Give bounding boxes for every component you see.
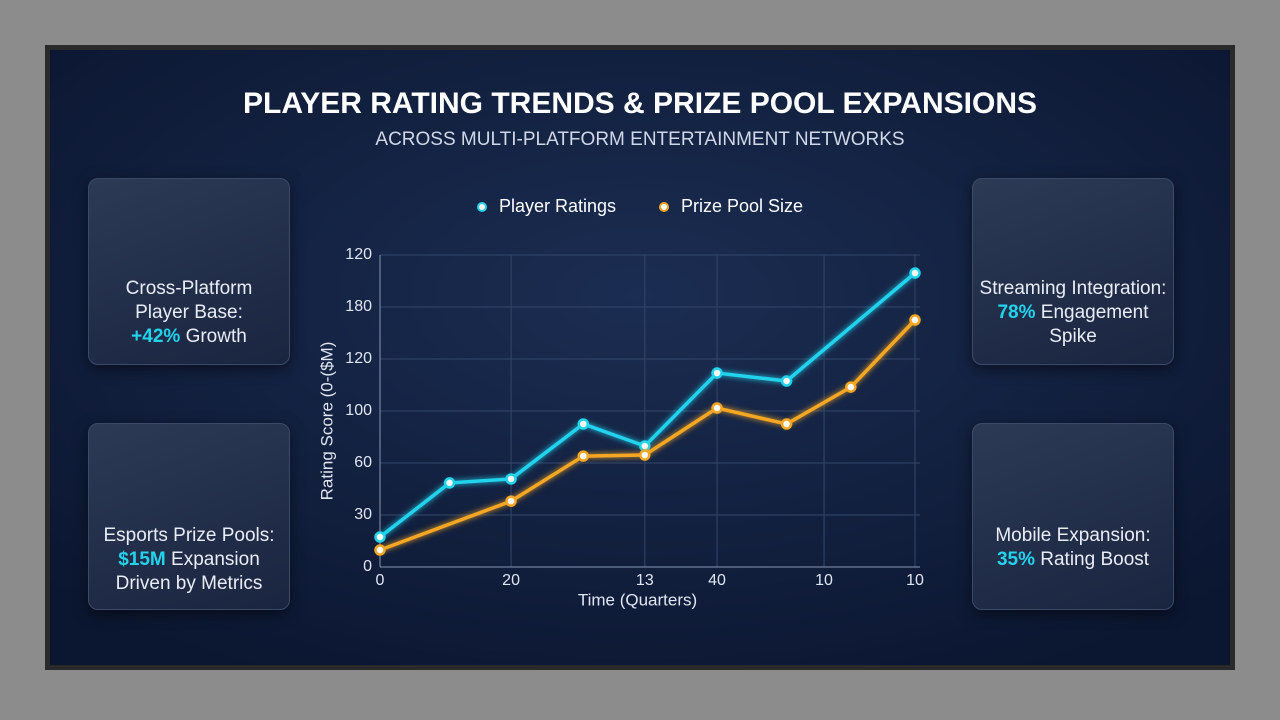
subtitle: ACROSS MULTI-PLATFORM ENTERTAINMENT NETW… [375,129,904,150]
legend-label: Prize Pool Size [681,196,803,216]
data-point [780,375,793,387]
y-tick-label: 120 [345,246,372,263]
data-point [909,267,921,279]
y-axis-label: Rating Score (0-($M) [317,342,336,501]
x-tick-label: 40 [708,572,726,589]
y-tick-label: 120 [345,350,372,367]
data-point [505,473,517,485]
legend-swatch [659,202,669,212]
data-point [443,477,456,489]
card-text: Engagement Spike [1040,302,1149,347]
card-highlight: +42% [131,326,181,347]
card-highlight: 78% [997,302,1036,323]
data-point [505,495,517,507]
card-highlight: $15M [118,549,166,570]
stat-card: Esports Prize Pools: $15M Expansion Drive… [88,423,290,610]
data-point [845,381,857,393]
x-tick-label: 20 [502,572,520,589]
legend-label: Player Ratings [499,196,616,216]
data-point [909,314,921,326]
y-tick-label: 180 [345,298,372,315]
card-text: Cross-Platform Player Base: [125,278,253,323]
y-tick-label: 100 [345,402,372,419]
y-tick-label: 60 [354,454,372,471]
stat-card: Mobile Expansion: 35% Rating Boost [972,423,1174,610]
data-point [374,544,386,556]
card-text: Expansion Driven by Metrics [115,549,263,594]
data-point [639,449,651,461]
card-highlight: 35% [996,549,1035,570]
data-point [780,418,793,430]
series-line [379,318,917,552]
series-line [378,271,917,539]
stat-card: Cross-Platform Player Base: +42% Growth [88,178,290,365]
x-tick-label: 0 [376,572,385,589]
card-text: Mobile Expansion: [995,525,1151,546]
title: PLAYER RATING TRENDS & PRIZE POOL EXPANS… [243,87,1037,120]
data-point [711,402,723,414]
card-text: Streaming Integration: [979,278,1167,299]
y-tick-label: 0 [363,558,372,575]
legend-swatch [477,202,487,212]
x-tick-label: 10 [906,572,924,589]
data-point [374,531,386,543]
stat-card: Streaming Integration: 78% Engagement Spi… [972,178,1174,365]
data-point [711,367,723,379]
card-text: Rating Boost [1040,549,1150,570]
data-point [577,418,590,430]
y-tick-label: 30 [354,506,372,523]
card-text: Growth [185,326,247,347]
data-point [577,450,590,462]
x-axis-label: Time (Quarters) [578,590,697,609]
x-tick-label: 13 [636,572,654,589]
x-tick-label: 10 [815,572,833,589]
card-text: Esports Prize Pools: [103,525,275,546]
data-point [639,440,651,452]
